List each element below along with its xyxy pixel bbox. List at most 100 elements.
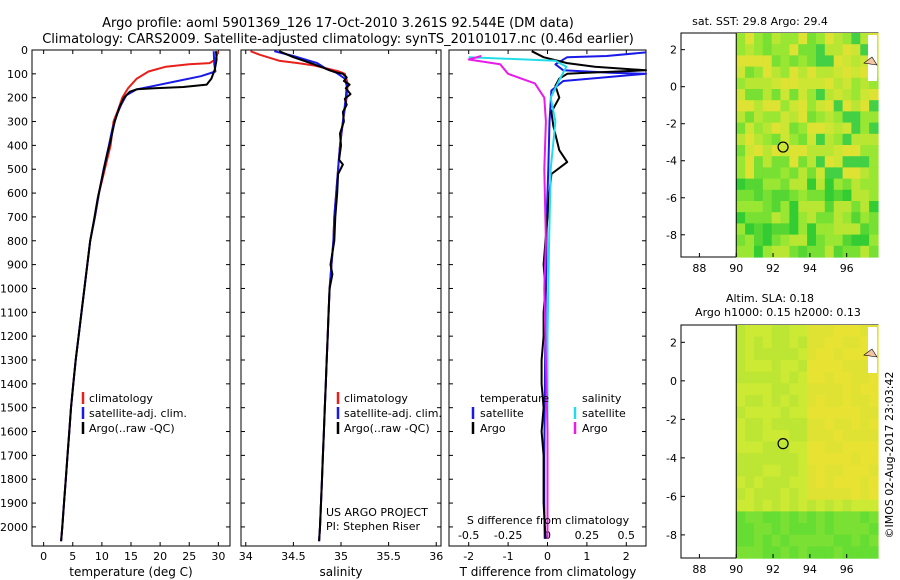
heatmap-cell [798,348,808,361]
heatmap-cell [736,212,746,224]
heatmap-cell [780,418,790,431]
map-ytick-label: 2 [670,336,677,349]
heatmap-cell [851,133,861,146]
heatmap-cell [833,546,844,559]
heatmap-cell [771,178,782,191]
temperature-panel: 0100200300400500600700800900100011001200… [0,44,231,579]
legend-salinity-title: salinity [582,392,622,405]
heatmap-cell [762,418,773,431]
credit-timestamp: ©IMOS 02-Aug-2017 23:03:42 [883,372,896,539]
heatmap-cell [754,223,764,236]
heatmap-cell [789,201,799,213]
heatmap-cell [824,499,835,513]
ytick-label: 100 [7,68,28,81]
heatmap-cell [816,212,826,224]
heatmap-cell [807,418,817,431]
heatmap-cell [842,523,853,536]
heatmap-cell [736,156,746,168]
heatmap-cell [860,488,870,501]
heatmap-cell [816,418,826,431]
heatmap-cell [824,212,835,224]
heatmap-cell [842,212,853,224]
series-line-argo-raw-qc- [60,51,218,542]
heatmap-cell [851,464,861,478]
heatmap-cell [807,476,817,489]
heatmap-cell [807,371,817,384]
heatmap-cell [789,488,799,501]
map-ytick-label: 0 [670,375,677,388]
heatmap-cell [807,534,817,547]
heatmap-cell [780,178,790,191]
heatmap-cell [745,245,755,258]
heatmap-cell [824,441,835,454]
heatmap-cell [816,325,826,338]
heatmap-cell [851,167,861,180]
heatmap-cell [842,122,853,135]
heatmap-cell [816,133,826,146]
heatmap-cell [816,145,826,157]
heatmap-cell [860,223,870,236]
heatmap-cell [824,156,835,168]
heatmap-cell [869,111,879,124]
heatmap-cell [789,111,799,124]
heatmap-cell [869,453,879,466]
heatmap-cell [869,523,879,536]
heatmap-cell [789,223,799,236]
heatmap-cell [780,223,790,236]
map-ytick-label: -8 [666,529,677,542]
xtick-label: -1 [503,550,514,563]
heatmap-cell [789,418,799,431]
heatmap-cell [860,429,870,443]
heatmap-cell [754,429,764,443]
heatmap-cell [833,223,844,236]
heatmap-cell [842,511,853,524]
heatmap-cell [869,534,879,547]
heatmap-cell [816,348,826,361]
xtick-label: 15 [124,550,138,563]
heatmap-cell [869,371,879,384]
heatmap-cell [780,523,790,536]
heatmap-cell [824,133,835,146]
heatmap-cell [798,212,808,224]
heatmap-cell [754,534,764,547]
heatmap-cell [771,394,782,408]
heatmap-cell [798,122,808,135]
heatmap-cell [833,89,844,101]
heatmap-cell [771,44,782,56]
xtick-label: 34.5 [281,550,306,563]
legend-temperature-title: temperature [480,392,549,405]
heatmap-cell [816,33,826,45]
heatmap-cell [771,77,782,90]
heatmap-cell [798,55,808,68]
heatmap-cell [842,418,853,431]
xtick-label: 25 [182,550,196,563]
heatmap-cell [816,546,826,559]
heatmap-cell [771,418,782,431]
heatmap-cell [771,383,782,396]
heatmap-cell [754,511,764,524]
header-line1: Argo profile: aoml 5901369_126 17-Oct-20… [102,16,574,31]
heatmap-cell [833,394,844,408]
heatmap-cell [833,359,844,373]
heatmap-cell [869,178,879,191]
heatmap-cell [754,100,764,112]
heatmap-cell [833,453,844,466]
heatmap-cell [780,476,790,489]
heatmap-cell [736,44,746,56]
heatmap-cell [745,33,755,45]
heatmap-cell [833,122,844,135]
ytick-label: 1500 [0,402,28,415]
heatmap-cell [869,77,879,90]
heatmap-cell [816,77,826,90]
heatmap-cell [842,201,853,213]
heatmap-cell [851,441,861,454]
legend-climatology-label: climatology [344,392,408,405]
heatmap-cell [842,429,853,443]
heatmap-cell [780,189,790,202]
heatmap-cell [798,511,808,524]
heatmap-cell [860,44,870,56]
heatmap-cell [824,418,835,431]
heatmap-cell [745,499,755,513]
heatmap-cell [789,348,799,361]
heatmap-cell [754,546,764,559]
